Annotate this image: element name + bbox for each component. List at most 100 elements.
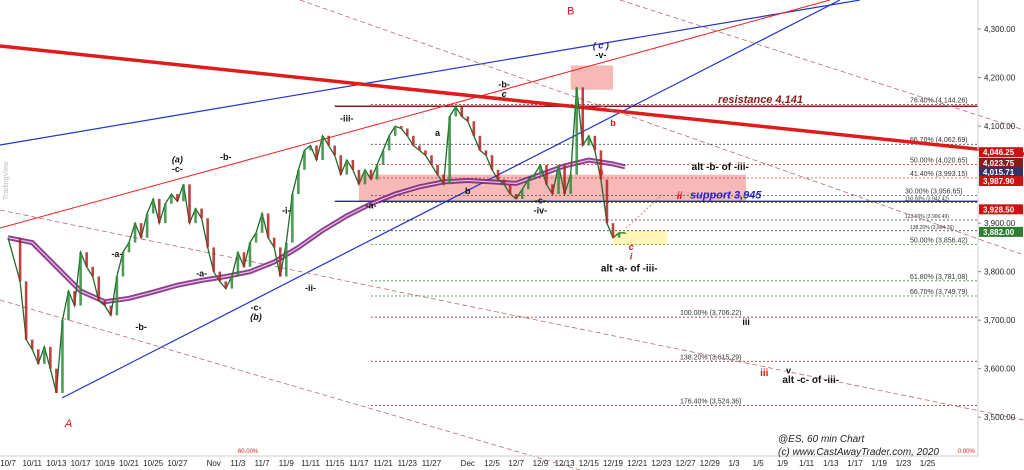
y-tick-label-5: 4,100.00 bbox=[984, 122, 1016, 131]
wave-label-24: i bbox=[630, 252, 633, 262]
candle-52 bbox=[327, 135, 330, 146]
price-tag-label-3: 3,987.90 bbox=[983, 177, 1015, 186]
note-0: alt -b- of -iii- bbox=[692, 162, 749, 173]
fib-label-3: 41.40% (3,993.15) bbox=[910, 171, 968, 178]
candle-36 bbox=[230, 276, 234, 289]
x-tick-label-0: 10/7 bbox=[0, 459, 16, 468]
wave-label-7: -iii- bbox=[340, 113, 354, 123]
candle-30 bbox=[194, 208, 197, 224]
fib-label-8: 50.00% (3,856.42) bbox=[910, 237, 968, 244]
candle-54 bbox=[339, 155, 343, 175]
y-tick-label-2: 3,700.00 bbox=[984, 316, 1016, 325]
wave-label-5: b bbox=[610, 118, 616, 128]
candle-46 bbox=[291, 194, 294, 243]
x-tick-label-29: 1/3 bbox=[728, 459, 740, 468]
bottom-label-1: 0.00% bbox=[958, 449, 976, 455]
fib-label-0: 76.40% (4,144.26) bbox=[910, 98, 968, 105]
candle-77 bbox=[478, 135, 482, 151]
key-level-label-0: resistance 4,141 bbox=[718, 94, 803, 106]
x-tick-label-1: 10/11 bbox=[22, 459, 42, 468]
x-tick-label-4: 10/19 bbox=[95, 459, 116, 468]
x-tick-label-7: 10/27 bbox=[167, 459, 188, 468]
wave-label-19: -b- bbox=[135, 322, 147, 332]
x-tick-label-11: 11/9 bbox=[279, 459, 295, 468]
candle-92 bbox=[569, 174, 572, 195]
candle-78 bbox=[484, 150, 488, 156]
candle-68 bbox=[424, 150, 427, 156]
candle-58 bbox=[363, 169, 367, 185]
note-1: alt -a- of -iii- bbox=[601, 264, 658, 275]
wave-label-15: -b- bbox=[220, 152, 232, 162]
x-tick-label-18: Dec bbox=[461, 459, 475, 468]
red-channel-line bbox=[0, 0, 831, 229]
candle-60 bbox=[375, 164, 379, 180]
x-tick-label-32: 1/11 bbox=[799, 459, 815, 468]
wave-label-4: c bbox=[502, 89, 507, 99]
candle-56 bbox=[351, 160, 355, 170]
fib-label-6: 123.60% (3,906.49) bbox=[905, 214, 949, 220]
channel-lower-line bbox=[61, 0, 841, 399]
x-tick-label-36: 1/23 bbox=[896, 459, 912, 468]
candle-50 bbox=[315, 145, 318, 161]
wave-label-23: c bbox=[629, 242, 634, 252]
candle-4 bbox=[36, 349, 40, 364]
wave-label-20: -c- bbox=[251, 302, 262, 312]
x-tick-label-16: 11/23 bbox=[398, 459, 418, 468]
candle-91 bbox=[563, 164, 566, 195]
price-tag-0 bbox=[979, 147, 1023, 158]
x-tick-label-6: 10/25 bbox=[143, 459, 164, 468]
candle-25 bbox=[164, 203, 167, 224]
wave-label-27: iii bbox=[760, 368, 769, 379]
candle-99 bbox=[611, 223, 615, 238]
candle-59 bbox=[369, 169, 373, 180]
wave-label-10: -a- bbox=[366, 201, 377, 211]
candle-71 bbox=[442, 174, 445, 185]
zone-2 bbox=[613, 230, 668, 245]
x-tick-label-28: 12/29 bbox=[700, 459, 721, 468]
y-tick-label-6: 4,200.00 bbox=[984, 74, 1016, 83]
price-tag-label-4: 3,928.50 bbox=[983, 205, 1015, 214]
candle-74 bbox=[460, 106, 464, 117]
candle-26 bbox=[170, 194, 173, 204]
candle-32 bbox=[206, 218, 209, 248]
x-tick-label-20: 12/7 bbox=[508, 459, 524, 468]
fib-label-1: 66.70% (4,062.69) bbox=[910, 137, 968, 144]
x-tick-label-9: 11/3 bbox=[230, 459, 246, 468]
y-tick-label-0: 3,500.00 bbox=[984, 413, 1016, 422]
candle-16 bbox=[109, 305, 113, 316]
candle-75 bbox=[466, 116, 470, 122]
x-tick-label-27: 12/27 bbox=[676, 459, 697, 468]
candle-62 bbox=[387, 135, 391, 151]
candle-12 bbox=[85, 252, 88, 267]
x-tick-label-3: 10/17 bbox=[71, 459, 92, 468]
candle-18 bbox=[121, 252, 125, 277]
candle-45 bbox=[285, 242, 288, 277]
candle-97 bbox=[599, 150, 603, 180]
x-tick-label-25: 12/21 bbox=[627, 459, 648, 468]
candle-40 bbox=[254, 232, 258, 243]
projection-line bbox=[625, 194, 663, 229]
candle-15 bbox=[103, 300, 107, 306]
candle-67 bbox=[418, 145, 421, 151]
x-tick-label-10: 11/7 bbox=[255, 459, 271, 468]
x-tick-label-22: 12/13 bbox=[555, 459, 576, 468]
watermark: TradingView bbox=[3, 161, 10, 200]
candle-51 bbox=[321, 135, 324, 161]
wave-label-29: A bbox=[64, 418, 72, 430]
x-tick-label-8: Nov bbox=[207, 459, 221, 468]
candle-69 bbox=[430, 155, 433, 165]
candle-6 bbox=[49, 346, 52, 369]
y-tick-label-4: 3,900.00 bbox=[984, 219, 1016, 228]
dashed-channel-line-3 bbox=[0, 299, 581, 470]
candle-48 bbox=[303, 150, 306, 170]
price-tag-label-1: 4,023.75 bbox=[983, 159, 1015, 168]
candle-79 bbox=[490, 155, 494, 170]
candle-17 bbox=[115, 276, 119, 316]
wave-label-9: b bbox=[465, 186, 471, 196]
candle-3 bbox=[30, 339, 34, 350]
price-tag-5 bbox=[979, 226, 1023, 237]
candle-57 bbox=[357, 169, 361, 185]
price-tag-layer: 4,046.25 4,023.754,015.713,987.90 3,928.50… bbox=[979, 147, 1023, 237]
